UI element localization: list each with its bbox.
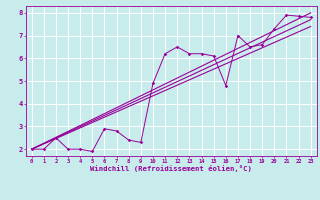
X-axis label: Windchill (Refroidissement éolien,°C): Windchill (Refroidissement éolien,°C) <box>90 165 252 172</box>
